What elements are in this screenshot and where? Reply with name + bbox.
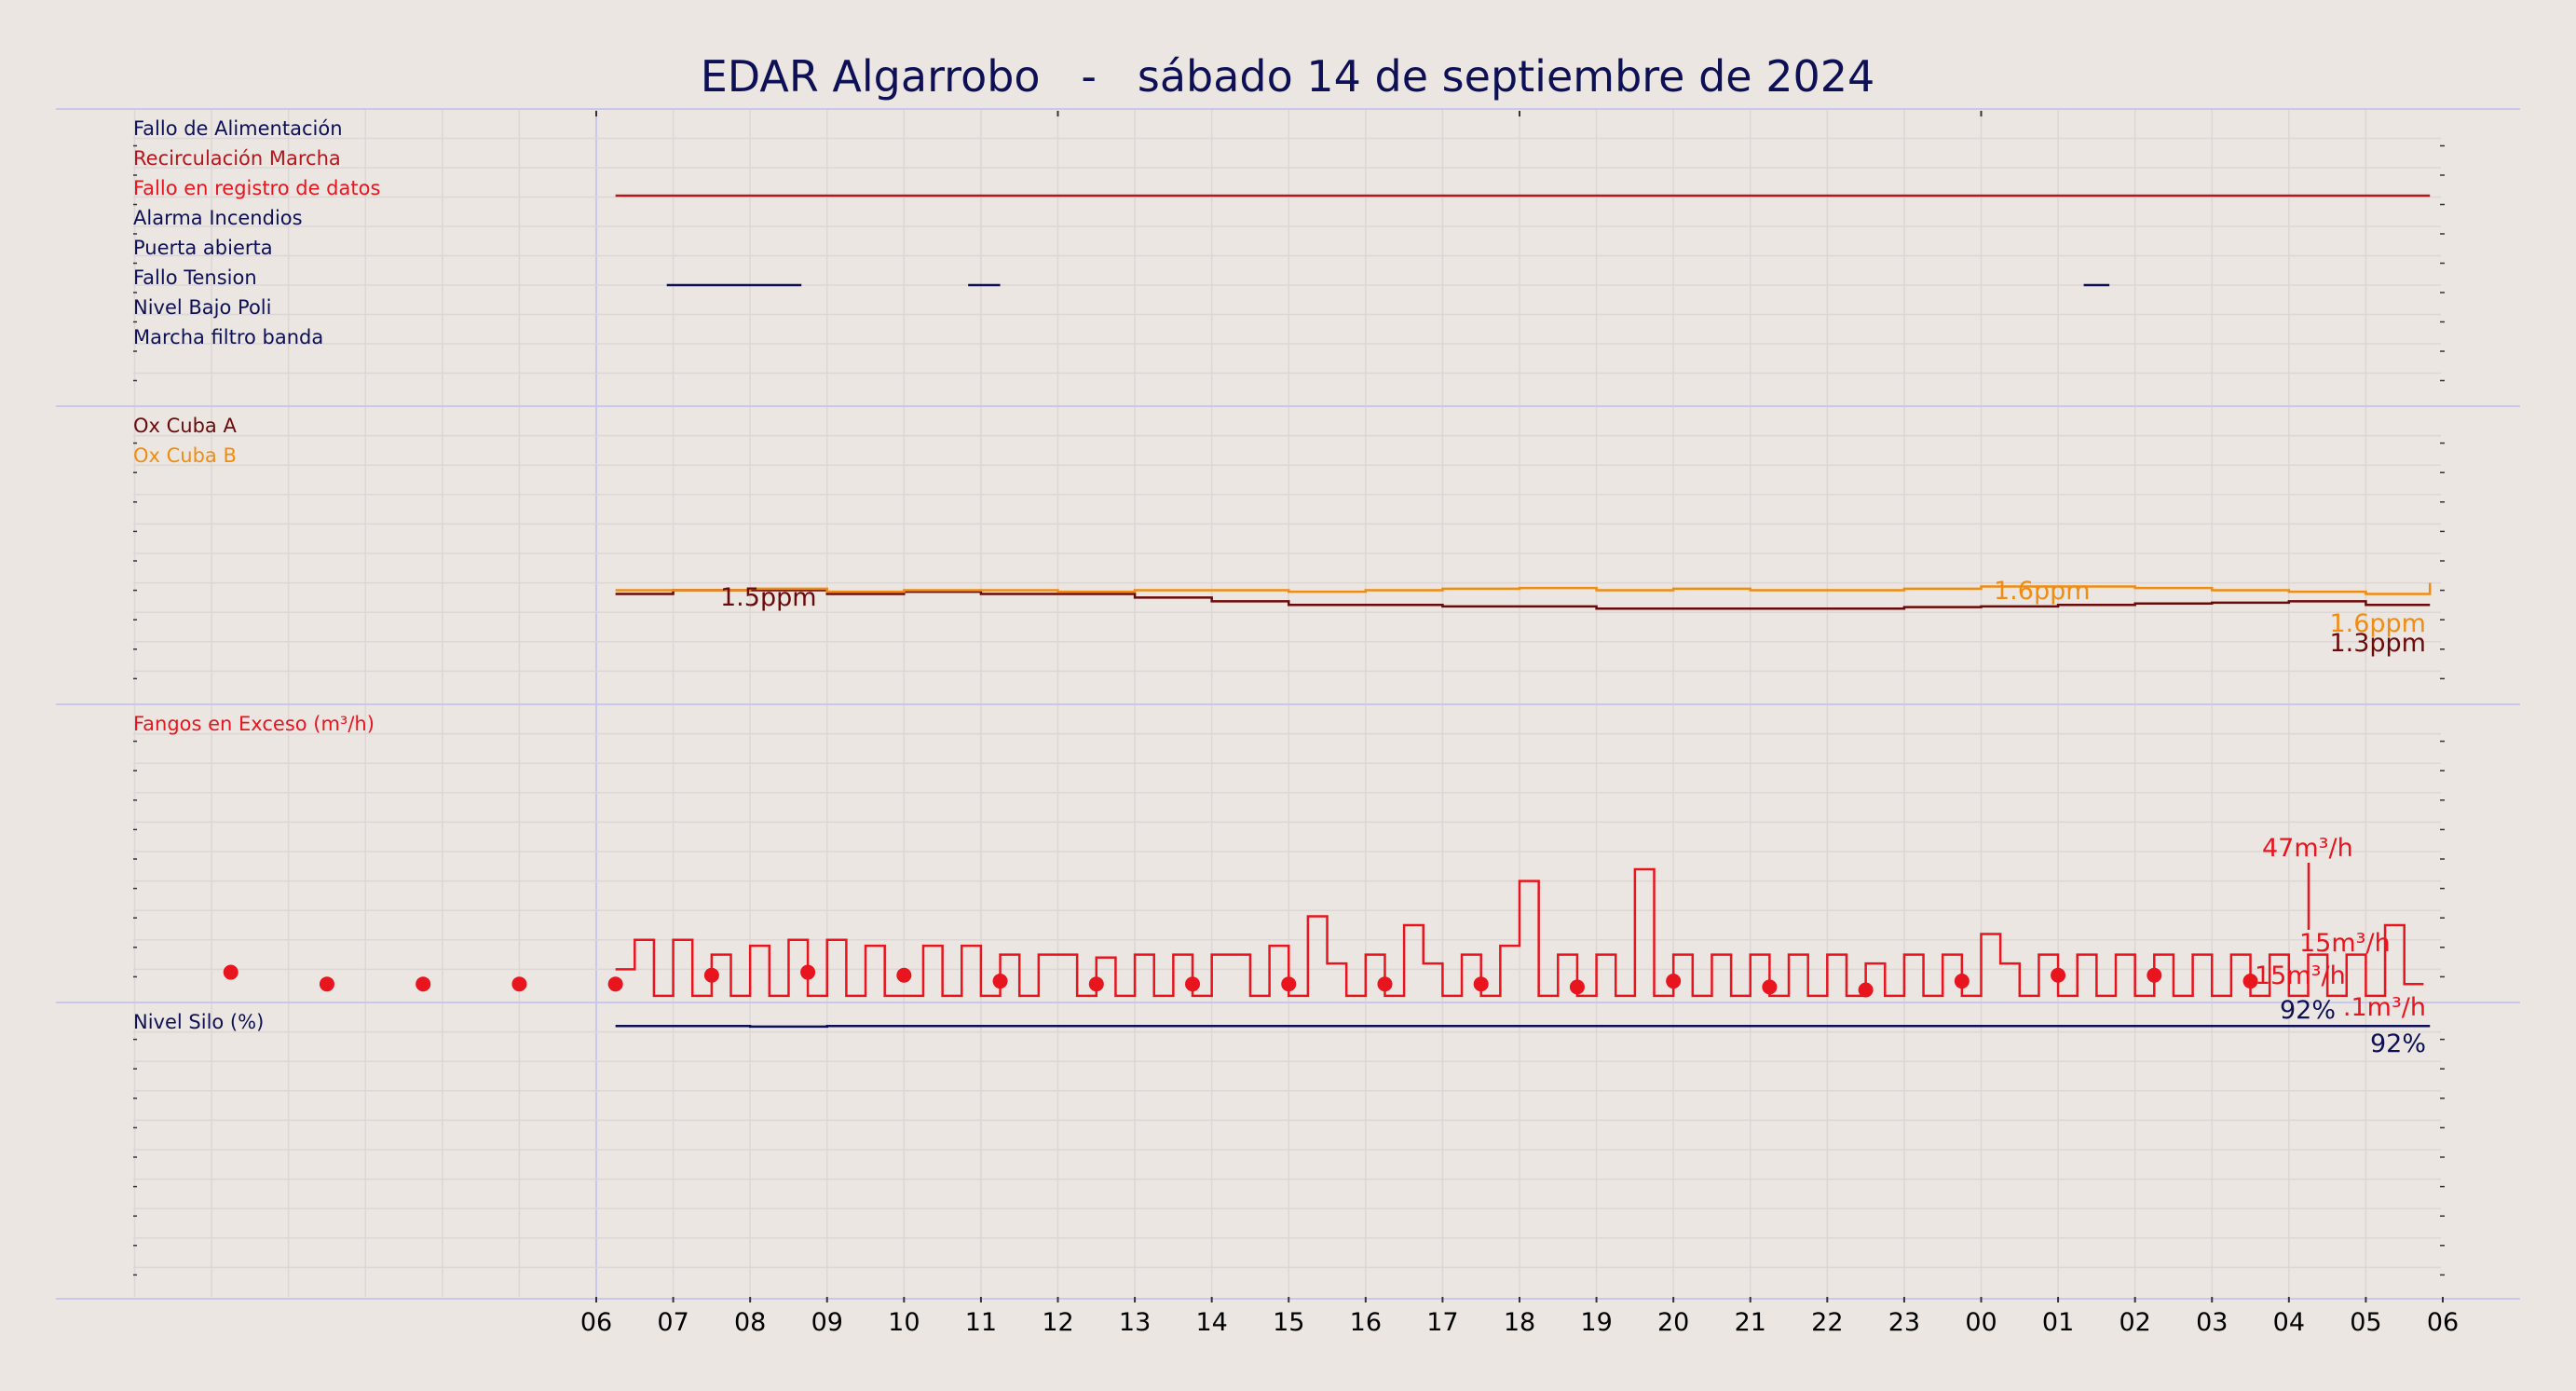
avg-marker: [1666, 974, 1682, 989]
series-label: Ox Cuba B: [133, 444, 237, 467]
x-tick-label: 11: [965, 1308, 997, 1337]
value-annotation: 1.6ppm: [1994, 577, 2091, 606]
avg-marker: [416, 976, 431, 992]
x-tick-label: 10: [888, 1308, 920, 1337]
series-label: Alarma Incendios: [133, 207, 303, 229]
avg-marker: [2051, 967, 2066, 983]
series-label: Recirculación Marcha: [133, 147, 341, 170]
x-tick-label: 12: [1042, 1308, 1073, 1337]
avg-marker: [1377, 976, 1393, 992]
x-tick-label: 19: [1580, 1308, 1612, 1337]
avg-marker: [800, 964, 816, 980]
x-tick-label: 04: [2273, 1308, 2305, 1337]
value-annotation: 1.3ppm: [2329, 629, 2426, 658]
series-label: Puerta abierta: [133, 237, 273, 259]
avg-marker: [1281, 976, 1297, 992]
series-layer: [223, 194, 2432, 1029]
avg-marker: [2147, 967, 2162, 983]
value-annotation: 92%: [2280, 996, 2336, 1025]
series-line: [615, 1025, 2431, 1029]
avg-marker: [896, 967, 912, 983]
series-label: Ox Cuba A: [133, 415, 237, 437]
series-label: Fallo de Alimentación: [133, 117, 343, 140]
value-annotation: 47m³/h: [2262, 834, 2353, 863]
avg-marker: [1954, 974, 1969, 989]
x-tick-label: 15: [1273, 1308, 1304, 1337]
series-line: [615, 589, 2431, 610]
avg-marker: [1762, 979, 1778, 995]
avg-marker: [992, 974, 1008, 989]
x-tick-label: 07: [657, 1308, 688, 1337]
value-annotation: .1m³/h: [2343, 993, 2426, 1022]
value-annotation: 92%: [2370, 1030, 2426, 1058]
chart-title: EDAR Algarrobo - sábado 14 de septiembre…: [701, 51, 1875, 102]
value-annotation: 1.5ppm: [720, 583, 817, 612]
series-line: [615, 867, 2424, 998]
series-label: Fallo en registro de datos: [133, 177, 380, 199]
avg-marker: [703, 967, 719, 983]
series-label: Nivel Silo (%): [133, 1011, 264, 1033]
series-label: Fallo Tension: [133, 266, 257, 289]
x-axis-ticks: 06 07 08 09 10 11 12 13 14 15 16 17 18 19 20 21 22 23 00 01…: [580, 1297, 2459, 1337]
avg-marker: [1858, 982, 1874, 998]
x-tick-label: 23: [1888, 1308, 1920, 1337]
x-tick-label: 05: [2350, 1308, 2381, 1337]
avg-marker: [1185, 976, 1201, 992]
x-tick-label: 08: [734, 1308, 766, 1337]
series-label: Marcha filtro banda: [133, 326, 323, 348]
x-tick-label: 01: [2042, 1308, 2074, 1337]
avg-marker: [319, 976, 334, 992]
avg-marker: [511, 976, 527, 992]
x-tick-label: 17: [1426, 1308, 1458, 1337]
series-line: [615, 582, 2432, 595]
x-tick-label: 13: [1119, 1308, 1151, 1337]
x-tick-label: 16: [1350, 1308, 1382, 1337]
x-tick-label: 18: [1504, 1308, 1535, 1337]
x-tick-label: 03: [2196, 1308, 2228, 1337]
panel-labels: Fallo de Alimentación Recirculación March…: [133, 117, 380, 1033]
x-tick-label: 20: [1657, 1308, 1689, 1337]
x-tick-label: 06: [2427, 1308, 2459, 1337]
avg-marker: [223, 964, 239, 980]
value-annotation: 1.6ppm: [2329, 609, 2426, 638]
x-tick-label: 06: [580, 1308, 612, 1337]
grid: [133, 109, 2445, 1297]
avg-marker: [607, 976, 623, 992]
avg-marker: [2242, 974, 2258, 989]
x-tick-label: 02: [2119, 1308, 2150, 1337]
x-tick-label: 09: [811, 1308, 843, 1337]
avg-marker: [1088, 976, 1104, 992]
avg-marker: [1569, 979, 1585, 995]
panel-borders: [56, 108, 2520, 1300]
x-tick-label: 00: [1965, 1308, 1997, 1337]
x-tick-label: 14: [1195, 1308, 1227, 1337]
series-label: Fangos en Exceso (m³/h): [133, 713, 375, 735]
value-annotation: 15m³/h: [2299, 929, 2391, 958]
x-tick-label: 21: [1735, 1308, 1766, 1337]
value-annotation: 15m³/h: [2255, 961, 2346, 990]
avg-marker: [1473, 976, 1489, 992]
series-label: Nivel Bajo Poli: [133, 296, 271, 319]
annotations: 1.5ppm 1.6ppm1.6ppm1.3ppm47m³/h15m³/h15m³…: [720, 577, 2426, 1058]
x-tick-label: 22: [1811, 1308, 1843, 1337]
